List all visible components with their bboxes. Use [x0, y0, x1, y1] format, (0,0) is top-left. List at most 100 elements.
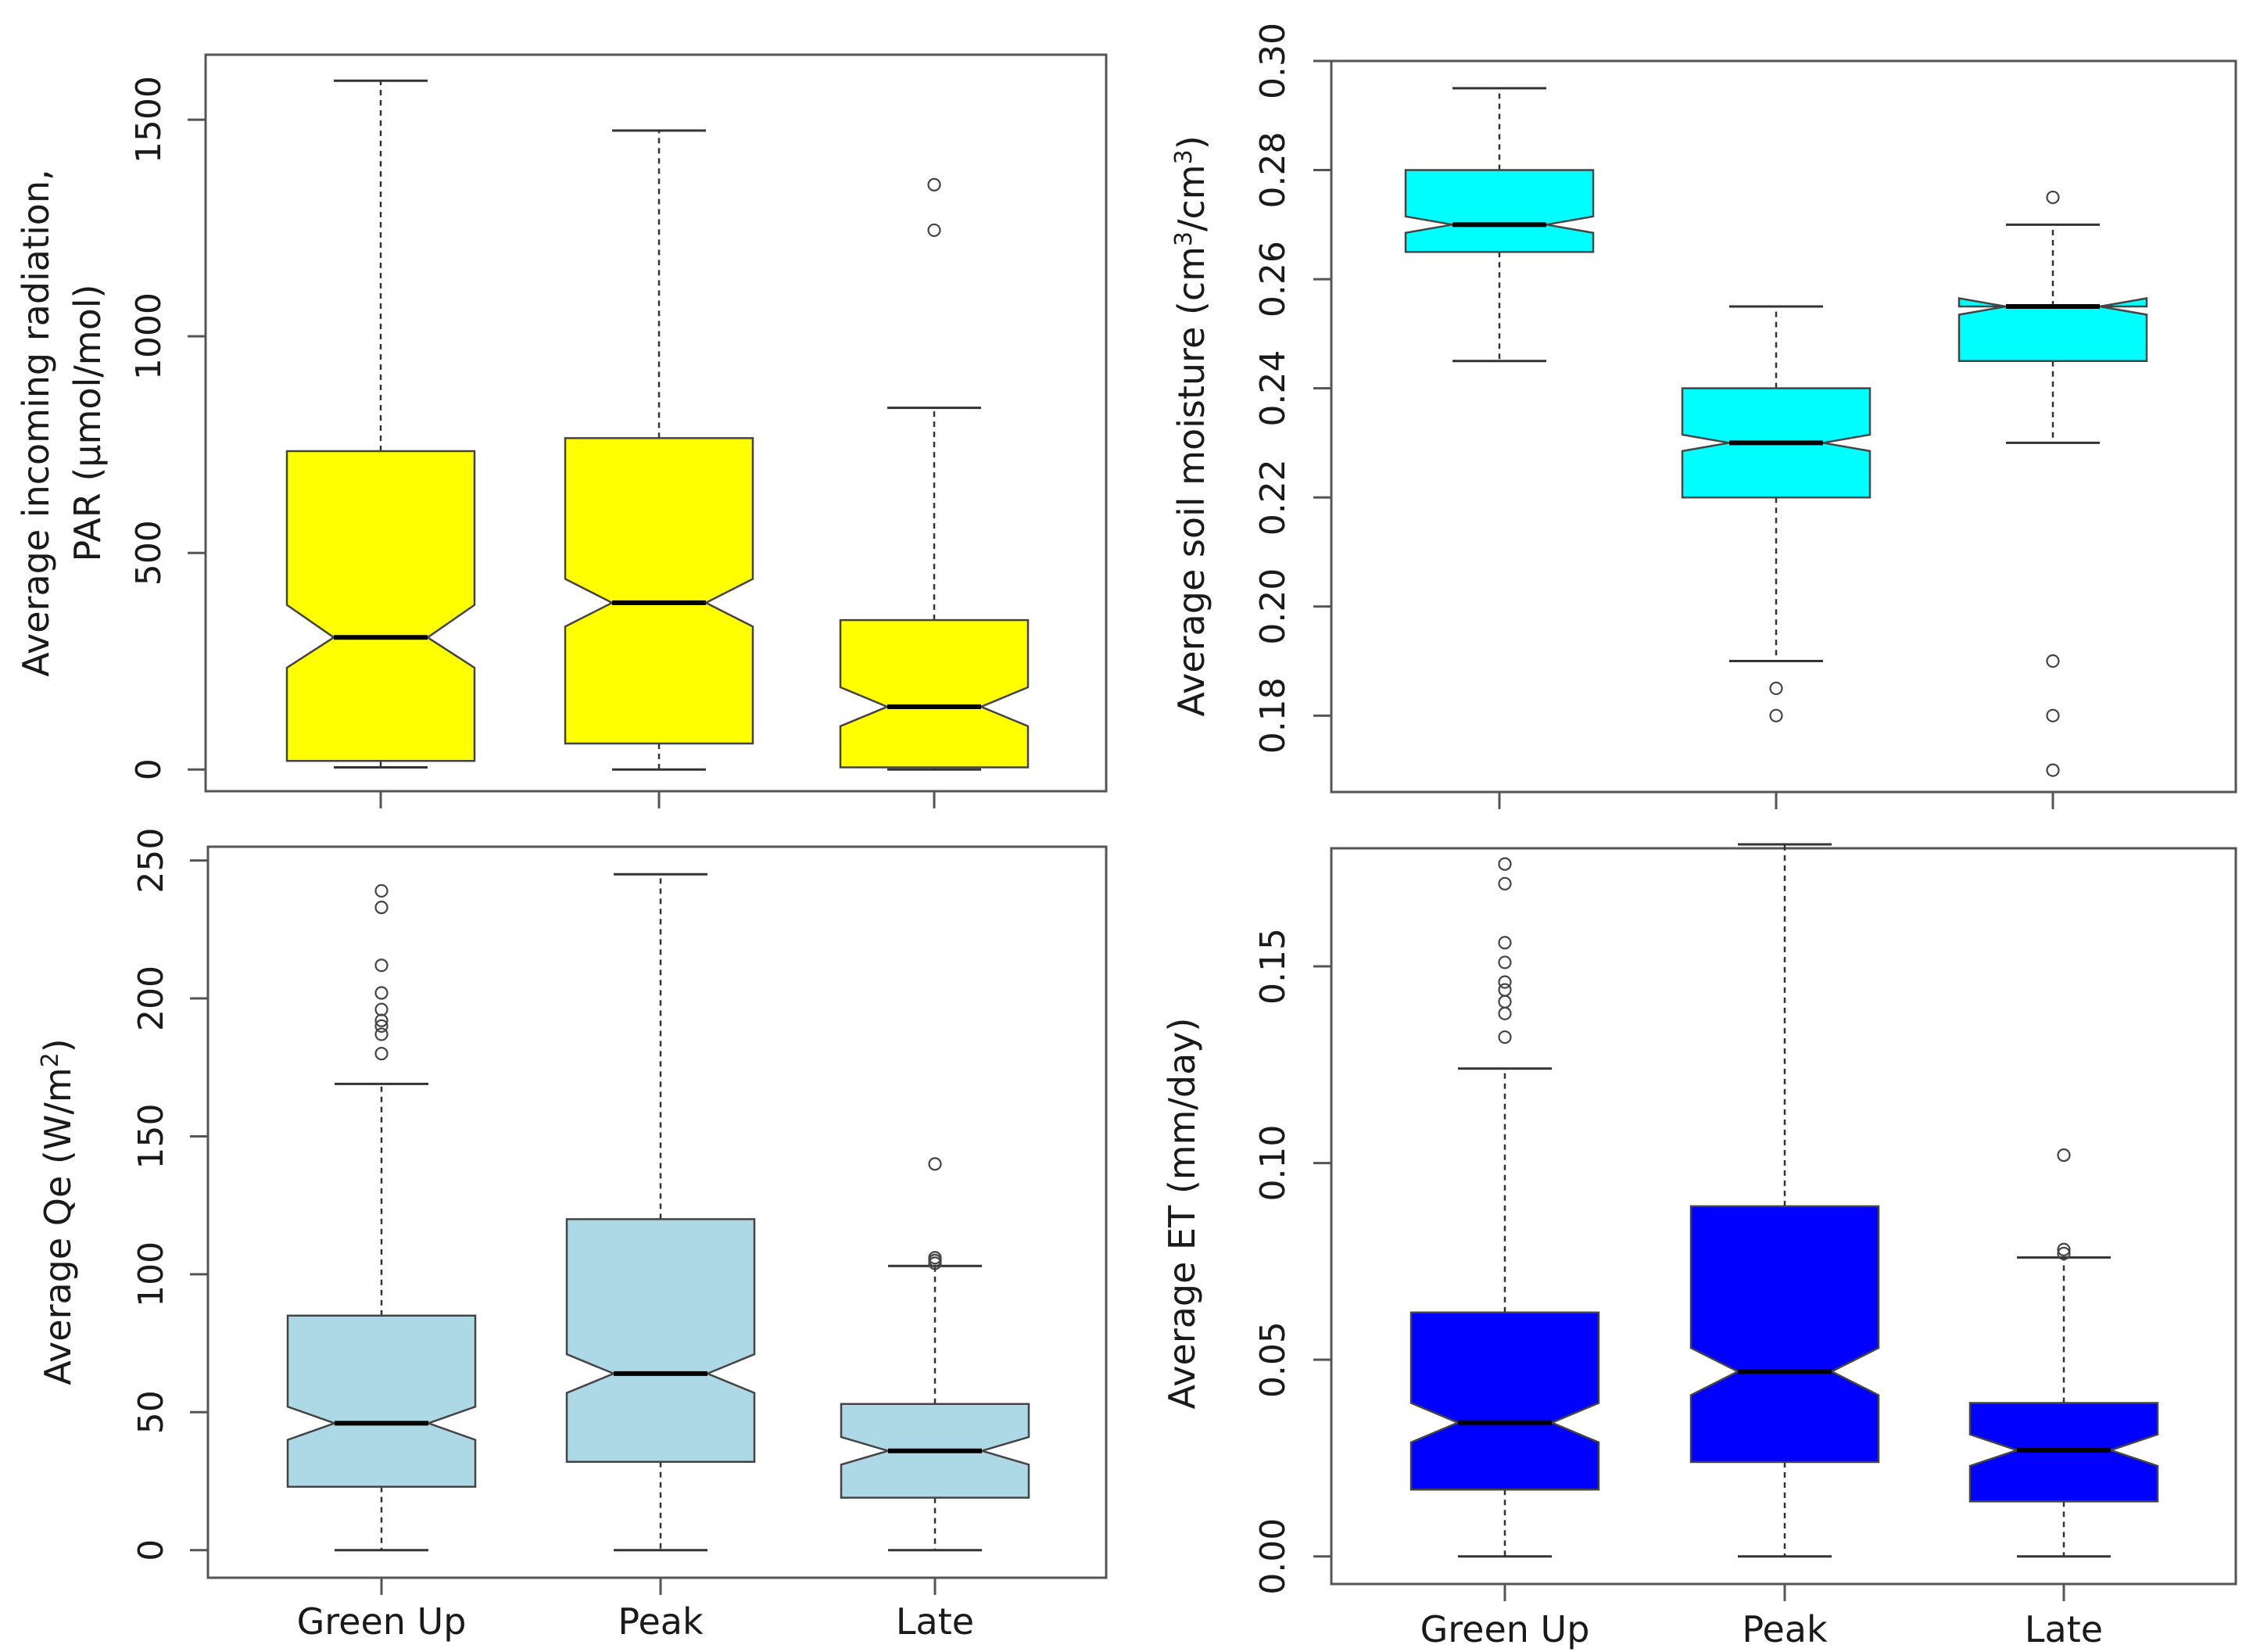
y-axis-title-qe: Average Qe (W/m2): [37, 1038, 79, 1385]
x-axis-qe: Green Up Peak Late: [297, 1578, 974, 1643]
y-tick-label: 500: [129, 520, 169, 586]
box-body: [1689, 1205, 1880, 1464]
box-peak: [564, 129, 754, 771]
box-body: [286, 1314, 477, 1488]
outlier-point: [927, 223, 941, 238]
box-green-up: [285, 79, 476, 769]
box-green-up: [286, 883, 477, 1552]
x-category-label: Green Up: [1420, 1608, 1590, 1650]
box-green-up: [1409, 857, 1600, 1558]
outlier-point: [1498, 936, 1512, 950]
outlier-point: [1498, 975, 1512, 989]
boxes-par: [285, 79, 1030, 771]
x-category-label: Peak: [618, 1600, 704, 1643]
y-tick-label: 0.18: [1253, 677, 1293, 754]
outlier-point: [1498, 983, 1512, 997]
outlier-point: [1498, 955, 1512, 969]
y-tick-label: 250: [131, 828, 171, 894]
plot-frame-soil-moisture: [1330, 59, 2237, 794]
box-body: [1409, 1311, 1600, 1491]
box-late: [840, 1157, 1030, 1552]
box-body: [565, 1218, 756, 1464]
outlier-point: [374, 1047, 389, 1061]
outlier-point: [2057, 1242, 2071, 1256]
boxes-qe: [286, 873, 1030, 1552]
y-tick-label: 0.26: [1253, 241, 1293, 317]
box-body: [1404, 169, 1595, 253]
outlier-point: [374, 1019, 389, 1033]
box-late: [839, 177, 1030, 771]
outlier-point: [2046, 190, 2060, 205]
box-late: [1957, 190, 2148, 777]
plot-frame-par: [204, 53, 1108, 793]
outlier-point: [1498, 1006, 1512, 1020]
outlier-point: [1498, 857, 1512, 871]
outlier-point: [2046, 763, 2060, 777]
y-axis-et: 0.00 0.05 0.10 0.15: [1253, 928, 1331, 1595]
box-peak: [1689, 843, 1880, 1558]
outlier-point: [1498, 876, 1512, 891]
y-axis-title-par-line2: PAR (µmol/mol): [66, 285, 109, 562]
outlier-point: [374, 959, 389, 973]
panel-qe: 0 50 100 150 200 250 Green Up Peak Late Average…: [37, 828, 1108, 1643]
boxes-soil-moisture: [1404, 87, 2148, 777]
x-axis-soil-moisture: [1498, 792, 2054, 809]
box-late: [1968, 1148, 2159, 1558]
y-axis-title-par-line1: Average incoming radiation,: [15, 169, 57, 676]
x-category-label: Late: [2025, 1608, 2103, 1650]
outlier-point: [2057, 1246, 2071, 1260]
y-axis-title-et: Average ET (mm/day): [1161, 1018, 1203, 1410]
outlier-point: [374, 1027, 389, 1041]
y-tick-label: 100: [131, 1242, 171, 1307]
box-green-up: [1404, 87, 1595, 363]
box-body: [564, 437, 754, 745]
boxes-et: [1409, 843, 2159, 1558]
box-body: [285, 450, 476, 762]
panel-soil-moisture: 0.18 0.20 0.22 0.24 0.26 0.28 0.30 Average soi…: [1170, 23, 2237, 809]
box-body: [1957, 297, 2148, 363]
box-peak: [565, 873, 756, 1552]
y-tick-label: 0.15: [1253, 928, 1293, 1005]
y-axis-qe: 0 50 100 150 200 250: [131, 828, 208, 1561]
x-category-label: Green Up: [297, 1600, 467, 1643]
x-axis-par: [379, 791, 936, 808]
y-tick-label: 1000: [129, 292, 169, 380]
outlier-point: [1498, 994, 1512, 1009]
x-axis-et: Green Up Peak Late: [1420, 1584, 2103, 1650]
y-axis-soil-moisture: 0.18 0.20 0.22 0.24 0.26 0.28 0.30: [1253, 23, 1331, 754]
y-tick-label: 0.30: [1253, 23, 1293, 99]
outlier-point: [374, 986, 389, 1000]
outlier-point: [928, 1253, 942, 1267]
outlier-point: [374, 883, 389, 898]
y-axis-title-soil-moisture: Average soil moisture (cm3/cm3): [1170, 135, 1212, 716]
y-tick-label: 0.24: [1253, 350, 1293, 427]
y-tick-label: 0.05: [1253, 1321, 1293, 1398]
outlier-point: [1498, 1030, 1512, 1045]
x-category-label: Peak: [1742, 1608, 1828, 1650]
plot-frame-qe: [206, 845, 1108, 1579]
y-tick-label: 0: [131, 1539, 171, 1561]
y-tick-label: 0.20: [1253, 568, 1293, 645]
panel-par: 0 500 1000 1500 Average incoming radiation,…: [15, 53, 1108, 808]
y-tick-label: 50: [131, 1390, 171, 1434]
outlier-point: [2046, 708, 2060, 722]
outlier-point: [1769, 681, 1783, 696]
outlier-point: [2057, 1148, 2071, 1163]
outlier-point: [927, 177, 941, 192]
y-tick-label: 0.00: [1253, 1518, 1293, 1595]
y-axis-par: 0 500 1000 1500: [129, 76, 206, 780]
y-tick-label: 200: [131, 966, 171, 1031]
y-tick-label: 0: [129, 758, 169, 780]
box-peak: [1681, 305, 1872, 722]
y-tick-label: 0.28: [1253, 132, 1293, 209]
y-tick-label: 0.10: [1253, 1125, 1293, 1202]
x-category-label: Late: [896, 1600, 974, 1643]
outlier-point: [1769, 708, 1783, 722]
outlier-point: [928, 1251, 942, 1265]
outlier-point: [928, 1157, 942, 1171]
outlier-point: [374, 1002, 389, 1016]
box-body: [839, 618, 1030, 769]
outlier-point: [2046, 654, 2060, 668]
panel-et: 0.00 0.05 0.10 0.15 Green Up Peak Late Averag…: [1161, 843, 2237, 1650]
